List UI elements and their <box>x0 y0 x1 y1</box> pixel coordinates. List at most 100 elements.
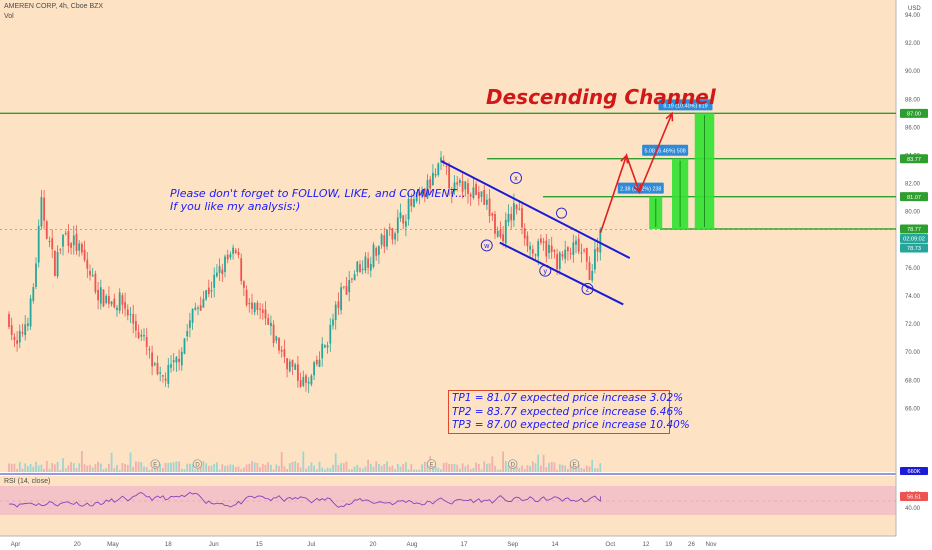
candle-body <box>491 213 494 216</box>
volume-bar <box>337 464 340 472</box>
volume-bar <box>483 461 486 472</box>
follow-note-line-1: Please don't forget to FOLLOW, LIKE, and… <box>170 187 466 200</box>
symbol-info[interactable]: AMEREN CORP, 4h, Cboe BZX <box>4 3 104 10</box>
candle-body <box>291 359 294 367</box>
candle-body <box>315 359 318 365</box>
candle-body <box>210 290 213 292</box>
volume-legend[interactable]: Vol <box>4 13 14 20</box>
candle-body <box>529 246 531 250</box>
candle-body <box>310 375 313 385</box>
price-tags: 87.00 83.77 81.07 78.77 02:09:02 78.73 660K 56.… <box>900 108 928 501</box>
volume-bar <box>261 463 264 472</box>
candle-body <box>105 295 108 304</box>
candle-body <box>72 235 75 246</box>
candle-body <box>548 244 550 254</box>
time-tick-label: Aug <box>406 541 418 548</box>
rsi-legend[interactable]: RSI (14, close) <box>4 478 51 485</box>
candle-body <box>332 319 334 326</box>
measure-label-box <box>642 144 689 156</box>
price-tick-label: 82.00 <box>905 182 921 188</box>
volume-bar <box>167 462 170 472</box>
event-marker[interactable] <box>192 459 203 469</box>
volume-bar <box>437 467 440 472</box>
wave-marker <box>581 283 594 295</box>
price-tag-tp1: 81.07 <box>907 195 921 201</box>
candle-body <box>469 194 472 197</box>
volume-bar <box>307 465 310 472</box>
candle-body <box>129 314 132 316</box>
candle-body <box>278 337 280 351</box>
price-tick-label: 90.00 <box>905 69 921 75</box>
candle-body <box>13 336 16 341</box>
volume-bar <box>399 466 402 472</box>
volume-bar <box>183 469 186 472</box>
time-tick-label: 20 <box>370 541 377 548</box>
candle-body <box>234 250 237 253</box>
volume-bar <box>288 463 291 472</box>
volume-bar <box>102 469 105 472</box>
event-marker[interactable] <box>508 459 518 469</box>
candle-body <box>440 157 442 162</box>
volume-bar <box>45 461 48 472</box>
candlesticks <box>8 151 602 394</box>
event-marker[interactable] <box>150 459 160 469</box>
candle-body <box>64 233 67 235</box>
candle-body <box>415 192 418 202</box>
rsi-value-tag: 56.51 <box>907 495 921 501</box>
price-tag-tp2-box <box>900 154 928 164</box>
channel-line[interactable] <box>440 160 631 259</box>
candle-body <box>388 227 391 229</box>
projection-arrowhead <box>665 111 674 122</box>
wave-marker <box>510 172 522 184</box>
candle-body <box>521 208 523 228</box>
time-tick-label: Jul <box>307 541 315 548</box>
volume-bar <box>494 465 496 472</box>
candle-body <box>221 269 224 275</box>
candle-body <box>132 314 135 324</box>
volume-bar <box>585 465 588 472</box>
candle-body <box>148 349 151 351</box>
candle-body <box>218 266 221 273</box>
candle-body <box>86 259 89 269</box>
candle-body <box>297 364 299 381</box>
volume-bar <box>456 464 459 472</box>
candle-body <box>164 378 167 381</box>
candle-body <box>153 363 156 366</box>
projection-path[interactable] <box>599 113 673 234</box>
volume-bar <box>172 462 175 472</box>
volume-bar <box>91 467 94 472</box>
candle-body <box>29 298 32 327</box>
candle-body <box>510 213 513 221</box>
candle-body <box>18 330 21 343</box>
price-tag-entry-box <box>900 224 928 234</box>
volume-bar <box>8 463 10 472</box>
volume-bar <box>542 454 545 472</box>
price-tick-label: 80.00 <box>905 210 921 216</box>
time-tick-label: 15 <box>256 541 263 548</box>
candle-body <box>421 189 423 197</box>
volume-bar <box>480 469 483 472</box>
candle-body <box>391 228 394 240</box>
currency-label: USD <box>908 6 921 12</box>
volume-bar <box>37 465 40 472</box>
candle-body <box>110 301 113 305</box>
candle-body <box>407 198 410 220</box>
candle-body <box>32 287 35 301</box>
measure-label-box <box>658 99 713 111</box>
candle-body <box>348 280 351 293</box>
candle-body <box>121 295 124 305</box>
candle-body <box>270 322 272 327</box>
volume-bar <box>216 462 218 472</box>
event-marker[interactable] <box>426 459 437 469</box>
candle-body <box>202 298 205 308</box>
candle-body <box>378 246 380 255</box>
event-marker[interactable] <box>569 459 580 469</box>
volume-bar <box>510 466 513 472</box>
volume-bar <box>469 469 472 472</box>
volume-bar <box>550 461 553 472</box>
channel-line[interactable] <box>499 241 624 306</box>
volume-bar <box>591 459 594 472</box>
time-tick-label: May <box>107 541 120 548</box>
